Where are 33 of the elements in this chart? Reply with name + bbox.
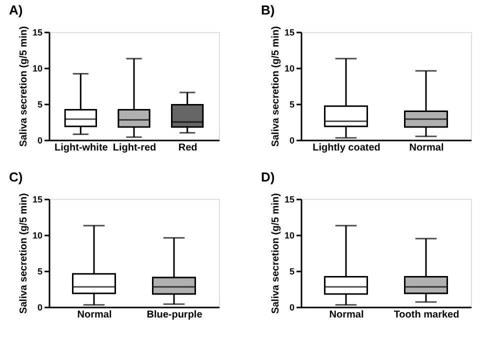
x-tick-label: Normal	[329, 310, 364, 320]
y-tick-label: 15	[32, 28, 42, 38]
y-axis-title: Saliva secretion (g/5 min)	[18, 193, 30, 314]
y-tick-label: 5	[289, 266, 294, 276]
x-tick-label: Lightly coated	[312, 142, 380, 154]
y-tick-label: 15	[284, 28, 294, 38]
y-tick-label: 0	[37, 136, 42, 146]
y-tick-label: 10	[284, 64, 294, 74]
y-tick-label: 5	[37, 266, 42, 276]
y-tick-label: 5	[37, 100, 42, 110]
y-axis-title: Saliva secretion (g/5 min)	[270, 193, 282, 314]
x-tick-label: Light-white	[54, 142, 108, 154]
y-tick-label: 0	[289, 136, 294, 146]
y-tick-label: 5	[289, 100, 294, 110]
y-tick-label: 0	[289, 302, 294, 312]
y-axis-title: Saliva secretion (g/5 min)	[270, 26, 282, 147]
x-tick-label: Normal	[409, 142, 444, 154]
y-tick-label: 10	[32, 230, 42, 240]
y-tick-label: 10	[32, 64, 42, 74]
chart-title: C)	[9, 170, 23, 185]
x-tick-label: Light-red	[112, 142, 156, 154]
chart-title: A)	[9, 2, 23, 18]
x-tick-label: Blue-purple	[146, 310, 203, 320]
chart-title: D)	[261, 170, 275, 185]
y-tick-label: 15	[284, 194, 294, 204]
y-tick-label: 10	[284, 230, 294, 240]
x-tick-label: Normal	[77, 310, 112, 320]
y-tick-label: 15	[32, 194, 42, 204]
x-tick-label: Tooth marked	[394, 310, 460, 320]
y-tick-label: 0	[37, 302, 42, 312]
x-tick-label: Red	[178, 142, 198, 154]
y-axis-title: Saliva secretion (g/5 min)	[18, 26, 30, 147]
chart-title: B)	[261, 2, 275, 18]
